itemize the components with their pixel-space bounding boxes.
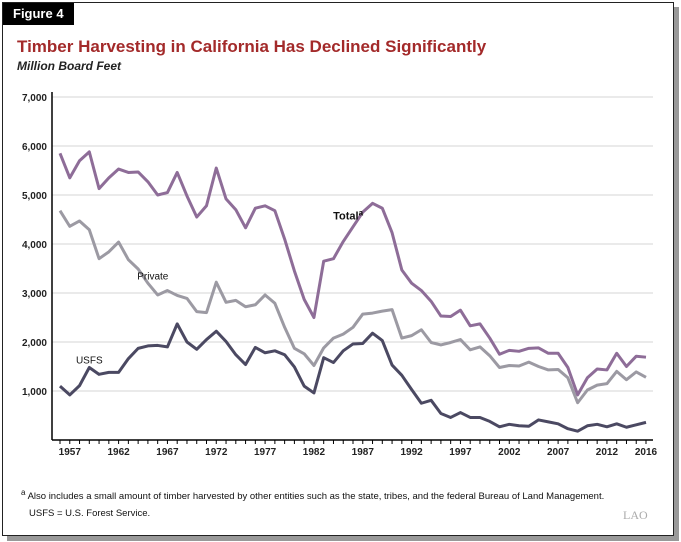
footnote-a: a Also includes a small amount of timber…: [21, 488, 604, 502]
footnote-marker: a: [21, 488, 26, 497]
y-tick-label: 1,000: [22, 387, 47, 398]
series-line-usfs: [58, 322, 647, 433]
chart-subtitle: Million Board Feet: [17, 59, 122, 73]
x-tick-label: 2012: [596, 447, 619, 458]
series-line-private: [58, 209, 647, 405]
x-tick-label: 2016: [635, 447, 658, 458]
footnote-usfs: USFS = U.S. Forest Service.: [29, 508, 151, 519]
x-tick-label: 1957: [59, 447, 82, 458]
line-chart: 7,000 6,000 5,000 4,000 3,000 2,000 1,000 1957 1…: [22, 92, 658, 458]
x-tick-label: 1997: [449, 447, 472, 458]
x-tick-label: 2007: [547, 447, 570, 458]
x-tick-label: 1992: [400, 447, 423, 458]
x-tick-label: 1977: [254, 447, 277, 458]
x-tick-label: 1987: [352, 447, 375, 458]
series-label-total: Totala: [333, 209, 363, 223]
x-tick-label: 1967: [156, 447, 179, 458]
x-tick-label: 2002: [498, 447, 521, 458]
y-tick-label: 6,000: [22, 142, 47, 153]
y-tick-label: 2,000: [22, 338, 47, 349]
series-line-total: [58, 150, 647, 397]
y-tick-label: 3,000: [22, 289, 47, 300]
figure-frame: Figure 4 Timber Harvesting in California…: [2, 2, 674, 536]
y-tick-label: 7,000: [22, 93, 47, 104]
x-tick-label: 1982: [303, 447, 326, 458]
y-tick-label: 4,000: [22, 240, 47, 251]
series-label-sup: a: [359, 209, 364, 218]
x-tick-label: 1972: [205, 447, 228, 458]
figure-label: Figure 4: [3, 3, 74, 25]
footnote-text: Also includes a small amount of timber h…: [27, 491, 605, 503]
x-tick-label: 1962: [107, 447, 130, 458]
chart-title: Timber Harvesting in California Has Decl…: [17, 37, 487, 56]
lao-logo: LAO: [623, 508, 648, 522]
y-tick-label: 5,000: [22, 191, 47, 202]
series-label-private: Private: [137, 271, 169, 282]
series-label-usfs: USFS: [76, 356, 103, 367]
